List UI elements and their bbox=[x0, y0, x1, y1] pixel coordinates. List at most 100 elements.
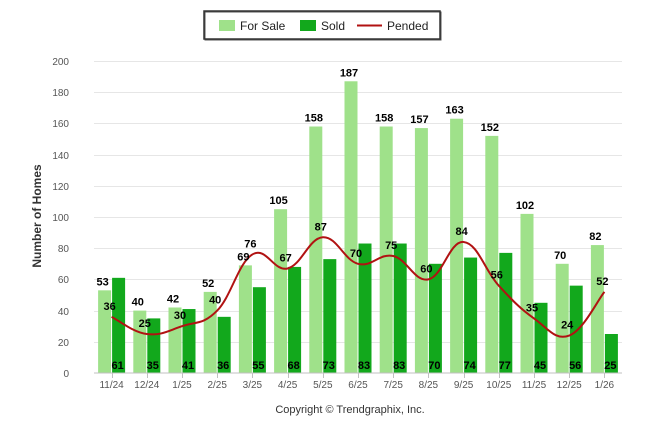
for-sale-value-label: 158 bbox=[305, 113, 323, 125]
x-tick-label: 1/26 bbox=[595, 380, 615, 391]
y-axis-title: Number of Homes bbox=[30, 164, 44, 268]
pended-line bbox=[111, 236, 606, 338]
pended-value-label: 84 bbox=[455, 226, 468, 238]
x-tick-label: 7/25 bbox=[383, 380, 403, 391]
pended-value-label: 67 bbox=[279, 252, 291, 264]
y-axis-ticks: 0 20 40 60 80 100 120 140 160 180 200 bbox=[52, 57, 69, 380]
x-tick-label: 12/25 bbox=[557, 380, 582, 391]
pended-value-label: 52 bbox=[596, 276, 608, 288]
x-tick-label: 10/25 bbox=[486, 380, 511, 391]
for-sale-value-label: 69 bbox=[237, 251, 249, 263]
legend-label-pended: Pended bbox=[387, 19, 428, 33]
y-tick-label: 40 bbox=[58, 307, 70, 318]
y-tick-label: 100 bbox=[52, 213, 69, 224]
x-axis-ticks: 11/24 12/24 1/25 2/25 3/25 4/25 5/25 6/25 7/25 8/… bbox=[99, 373, 615, 391]
for-sale-bar bbox=[450, 118, 464, 373]
for-sale-bar bbox=[309, 126, 323, 374]
y-tick-label: 60 bbox=[58, 275, 70, 286]
for-sale-bar bbox=[485, 135, 499, 373]
sold-bar bbox=[604, 334, 618, 373]
y-tick-label: 20 bbox=[58, 338, 70, 349]
sold-value-label: 35 bbox=[147, 360, 159, 372]
sold-bar bbox=[393, 243, 407, 373]
for-sale-value-label: 42 bbox=[167, 293, 179, 305]
y-tick-label: 160 bbox=[52, 119, 69, 130]
sold-value-label: 25 bbox=[604, 360, 616, 372]
y-tick-label: 120 bbox=[52, 182, 69, 193]
pended-value-label: 30 bbox=[174, 310, 186, 322]
pended-value-label: 25 bbox=[139, 318, 151, 330]
for-sale-value-label: 40 bbox=[132, 297, 144, 309]
for-sale-bar bbox=[133, 310, 147, 373]
for-sale-bar bbox=[520, 213, 534, 373]
sold-value-label: 83 bbox=[393, 360, 405, 372]
sold-value-label: 70 bbox=[428, 360, 440, 372]
sold-bar bbox=[499, 252, 513, 373]
sold-value-label: 55 bbox=[252, 360, 264, 372]
sold-bar bbox=[428, 263, 442, 373]
pended-value-label: 56 bbox=[491, 270, 503, 282]
sold-bar bbox=[252, 287, 266, 373]
legend-border bbox=[203, 10, 441, 40]
for-sale-bar bbox=[238, 265, 252, 373]
sold-bar bbox=[288, 266, 302, 373]
pended-value-label: 36 bbox=[103, 301, 115, 313]
sold-value-label: 83 bbox=[358, 360, 370, 372]
pended-value-label: 35 bbox=[526, 302, 538, 314]
sold-value-label: 41 bbox=[182, 360, 194, 372]
sold-bar bbox=[464, 257, 478, 373]
y-tick-label: 200 bbox=[52, 57, 69, 68]
x-tick-label: 4/25 bbox=[278, 380, 298, 391]
legend-swatch-for-sale bbox=[219, 20, 235, 31]
sold-value-label: 61 bbox=[111, 360, 123, 372]
legend-label-sold: Sold bbox=[321, 19, 345, 33]
y-tick-label: 80 bbox=[58, 244, 70, 255]
x-tick-label: 1/25 bbox=[172, 380, 192, 391]
for-sale-bar bbox=[414, 128, 428, 373]
for-sale-bar bbox=[98, 290, 112, 373]
for-sale-bar bbox=[344, 81, 358, 373]
bars bbox=[98, 81, 618, 374]
for-sale-value-label: 70 bbox=[554, 250, 566, 262]
data-labels: 53 61 40 35 42 41 52 36 69 55 105 68 158 73 187 83 158 83… bbox=[96, 67, 616, 372]
x-tick-label: 11/25 bbox=[522, 380, 547, 391]
for-sale-bar bbox=[555, 263, 569, 373]
for-sale-bar bbox=[590, 245, 604, 373]
x-tick-label: 11/24 bbox=[99, 380, 124, 391]
pended-value-label: 76 bbox=[244, 238, 256, 250]
x-tick-label: 5/25 bbox=[313, 380, 333, 391]
pended-value-label: 87 bbox=[315, 221, 327, 233]
for-sale-value-label: 158 bbox=[375, 113, 393, 125]
sold-value-label: 68 bbox=[287, 360, 299, 372]
legend-label-for-sale: For Sale bbox=[240, 19, 286, 33]
sold-value-label: 73 bbox=[323, 360, 335, 372]
sold-bar bbox=[323, 259, 337, 373]
for-sale-value-label: 187 bbox=[340, 67, 358, 79]
for-sale-bar bbox=[274, 209, 288, 373]
sold-value-label: 56 bbox=[569, 360, 581, 372]
for-sale-value-label: 52 bbox=[202, 278, 214, 290]
x-tick-label: 2/25 bbox=[207, 380, 227, 391]
x-tick-label: 9/25 bbox=[454, 380, 474, 391]
x-tick-label: 8/25 bbox=[419, 380, 439, 391]
for-sale-value-label: 105 bbox=[269, 195, 287, 207]
pended-value-label: 70 bbox=[350, 248, 362, 260]
legend-swatch-sold bbox=[300, 20, 316, 31]
for-sale-bar bbox=[203, 291, 217, 373]
sold-bar bbox=[217, 316, 231, 373]
sold-value-label: 45 bbox=[534, 360, 546, 372]
for-sale-bar bbox=[168, 307, 182, 373]
sold-bar bbox=[569, 285, 583, 373]
x-tick-label: 6/25 bbox=[348, 380, 368, 391]
sold-value-label: 77 bbox=[499, 360, 511, 372]
for-sale-value-label: 157 bbox=[410, 114, 428, 126]
pended-value-label: 75 bbox=[385, 240, 397, 252]
sold-bar bbox=[147, 318, 161, 373]
pended-value-label: 40 bbox=[209, 295, 221, 307]
legend-box bbox=[204, 11, 442, 41]
x-tick-label: 3/25 bbox=[243, 380, 263, 391]
for-sale-value-label: 102 bbox=[516, 200, 534, 212]
y-tick-label: 0 bbox=[63, 369, 69, 380]
